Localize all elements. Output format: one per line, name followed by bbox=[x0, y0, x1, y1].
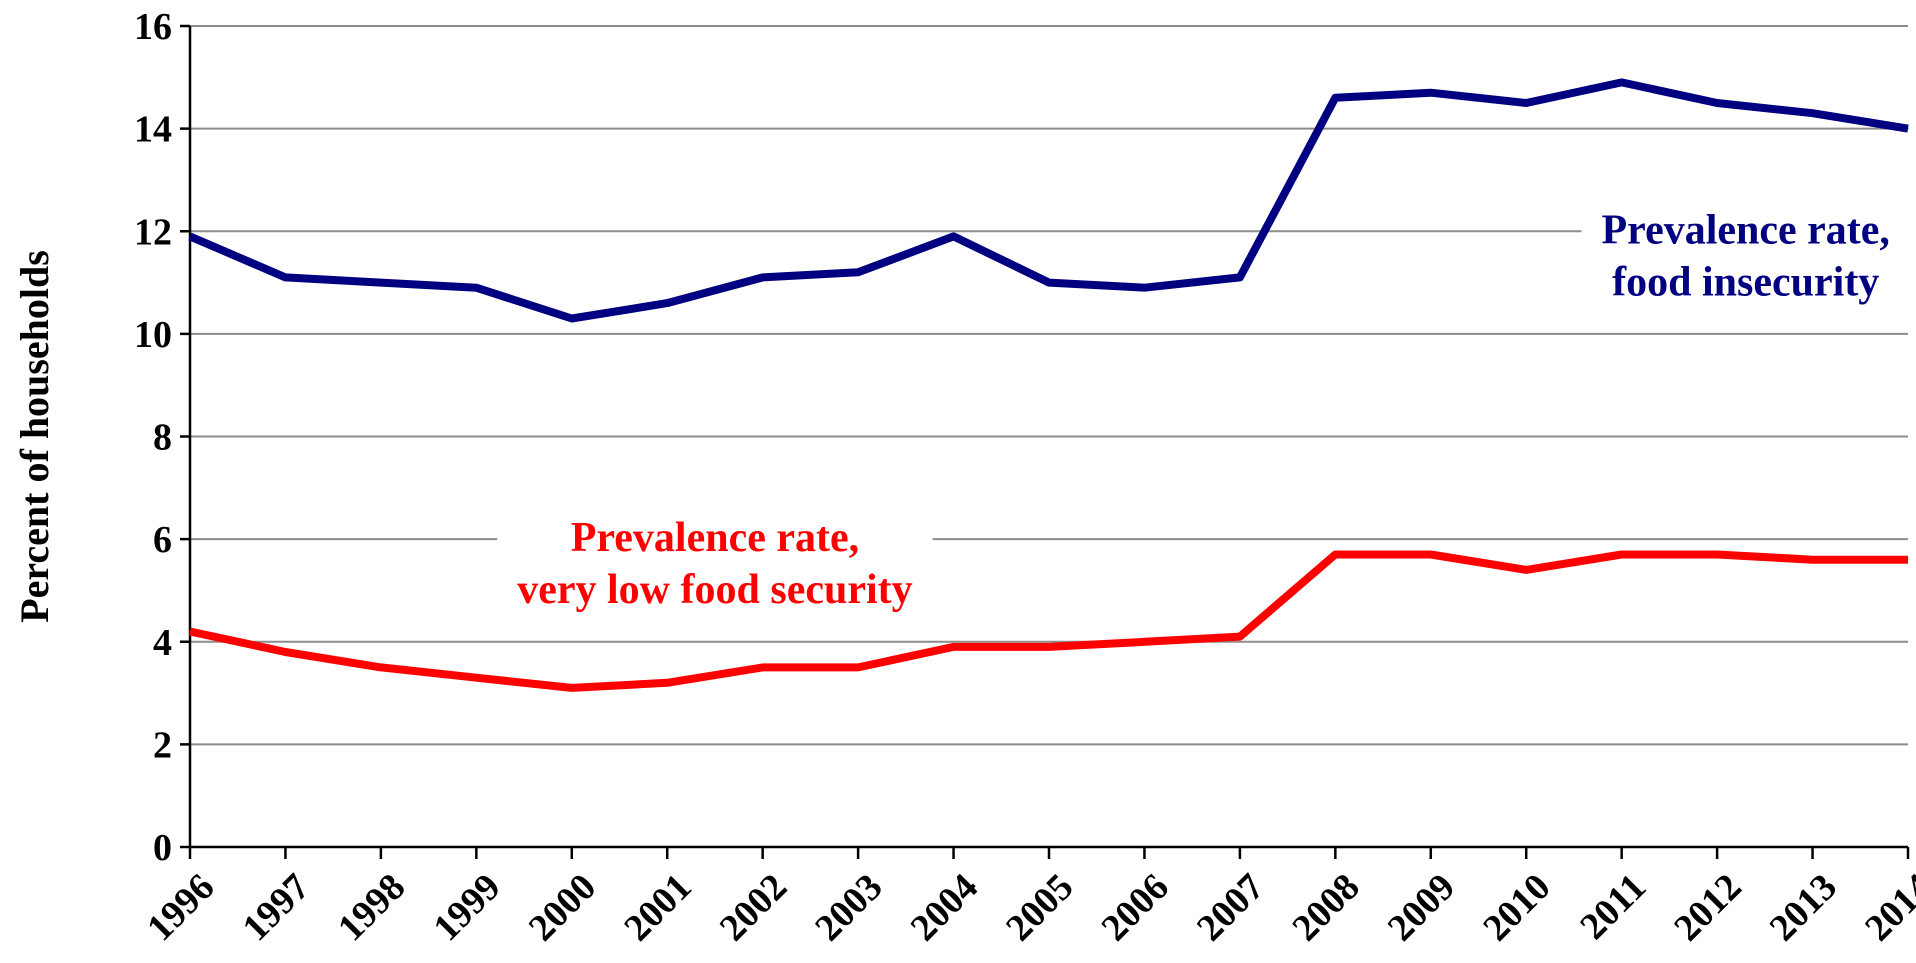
data-point bbox=[189, 235, 191, 237]
annotation-text: very low food security bbox=[517, 567, 912, 613]
annotation-text: Prevalence rate, bbox=[571, 515, 859, 561]
y-tick-label: 6 bbox=[153, 519, 172, 561]
x-tick-label: 1996 bbox=[139, 866, 222, 949]
data-point bbox=[1812, 112, 1814, 114]
annotations: Prevalence rate,food insecurityPrevalenc… bbox=[497, 203, 1910, 618]
x-tick-label: 2004 bbox=[903, 866, 986, 949]
data-point bbox=[1430, 554, 1432, 556]
data-point bbox=[762, 666, 764, 668]
annotation-text: Prevalence rate, bbox=[1602, 207, 1890, 253]
data-point bbox=[571, 687, 573, 689]
data-point bbox=[857, 271, 859, 273]
data-point bbox=[1525, 569, 1527, 571]
data-point bbox=[1812, 559, 1814, 561]
x-tick-label: 2008 bbox=[1284, 866, 1367, 949]
annotation-food-insecurity: Prevalence rate, food insecurity bbox=[1581, 203, 1910, 310]
data-point bbox=[475, 677, 477, 679]
y-tick-label: 0 bbox=[153, 827, 172, 869]
x-tick-label: 2010 bbox=[1475, 866, 1558, 949]
data-point bbox=[1143, 641, 1145, 643]
data-point bbox=[666, 302, 668, 304]
x-tick-label: 2013 bbox=[1762, 866, 1845, 949]
gridlines bbox=[190, 25, 1908, 746]
y-tick-label: 14 bbox=[134, 109, 172, 151]
x-tick-label: 2006 bbox=[1094, 866, 1177, 949]
x-tick-label: 2000 bbox=[521, 866, 604, 949]
annotation-background bbox=[497, 511, 933, 618]
data-point bbox=[1143, 287, 1145, 289]
x-tick-label: 2012 bbox=[1666, 866, 1749, 949]
x-tick-label: 2009 bbox=[1380, 866, 1463, 949]
data-point bbox=[284, 651, 286, 653]
x-tick-label: 2005 bbox=[998, 866, 1081, 949]
x-tick-label: 2011 bbox=[1572, 866, 1654, 948]
annotation-very-low-food-security: Prevalence rate, very low food security bbox=[497, 511, 933, 618]
data-point bbox=[1716, 554, 1718, 556]
data-point bbox=[1048, 646, 1050, 648]
data-point bbox=[1621, 554, 1623, 556]
data-point bbox=[1048, 282, 1050, 284]
x-tick-label: 1997 bbox=[235, 866, 318, 949]
annotation-text: food insecurity bbox=[1612, 259, 1879, 305]
data-point bbox=[1430, 92, 1432, 94]
y-tick-label: 16 bbox=[134, 6, 172, 48]
x-tick-label: 2003 bbox=[807, 866, 890, 949]
data-point bbox=[284, 276, 286, 278]
x-tick-label: 1998 bbox=[330, 866, 413, 949]
data-point bbox=[1525, 102, 1527, 104]
series-line-1 bbox=[189, 550, 1908, 692]
annotation-background bbox=[1581, 203, 1910, 310]
y-tick-label: 8 bbox=[153, 417, 172, 459]
data-point bbox=[953, 235, 955, 237]
x-tick-label: 2014 bbox=[1857, 866, 1916, 949]
data-point bbox=[1907, 128, 1909, 130]
data-point bbox=[1621, 81, 1623, 83]
data-point bbox=[1239, 636, 1241, 638]
y-tick-label: 12 bbox=[134, 211, 172, 253]
x-tick-label: 2001 bbox=[616, 866, 699, 949]
data-point bbox=[189, 630, 191, 632]
data-point bbox=[953, 646, 955, 648]
data-point bbox=[1239, 276, 1241, 278]
y-tick-label: 10 bbox=[134, 314, 172, 356]
data-point bbox=[762, 276, 764, 278]
data-point bbox=[380, 666, 382, 668]
x-tick-label: 2007 bbox=[1189, 866, 1272, 949]
y-tick-label: 2 bbox=[153, 724, 172, 766]
series-lines bbox=[188, 78, 1909, 692]
x-tick-label: 1999 bbox=[425, 866, 508, 949]
data-point bbox=[1334, 554, 1336, 556]
y-axis-title: Percent of households bbox=[12, 250, 57, 623]
data-point bbox=[857, 666, 859, 668]
y-tick-label: 4 bbox=[153, 622, 172, 664]
data-point bbox=[1907, 559, 1909, 561]
data-point bbox=[380, 282, 382, 284]
data-point bbox=[571, 317, 573, 319]
data-point bbox=[666, 682, 668, 684]
data-point bbox=[1716, 102, 1718, 104]
x-tick-label: 2002 bbox=[712, 866, 795, 949]
data-point bbox=[1334, 97, 1336, 99]
data-point bbox=[475, 287, 477, 289]
